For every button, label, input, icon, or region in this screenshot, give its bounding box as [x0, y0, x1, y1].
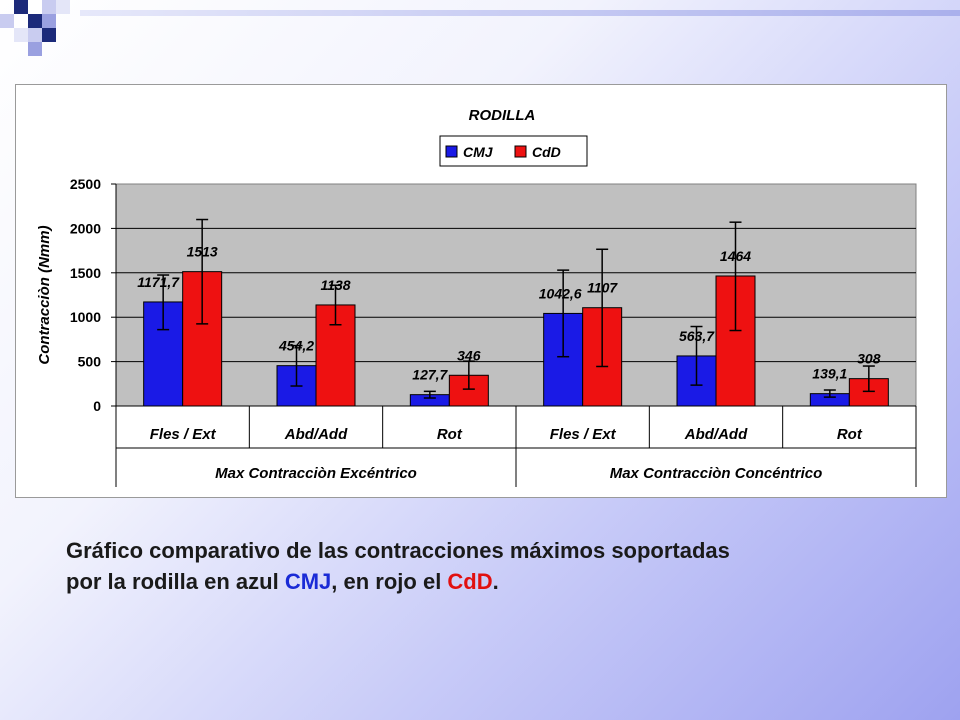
value-label-cmj-4: 563,7 [679, 328, 715, 344]
value-label-cdd-4: 1464 [720, 248, 751, 264]
legend-swatch-cmj [445, 145, 458, 158]
value-label-cdd-3: 1107 [587, 280, 618, 296]
legend-label-cmj: CMJ [463, 144, 494, 160]
caption-middle: , en rojo el [331, 569, 448, 594]
legend-swatch-cdd [514, 145, 527, 158]
y-tick-label: 2000 [70, 220, 101, 236]
caption-prefix: por la rodilla en azul [66, 569, 285, 594]
value-label-cmj-1: 454,2 [278, 338, 314, 354]
bar-chart: 0 500 1000 1500 2000 2500 1171,7 1513 454,2 1138… [36, 107, 917, 487]
x-tick-label-2: Rot [437, 426, 463, 443]
chart-frame: 0 500 1000 1500 2000 2500 1171,7 1513 454,2 1138… [15, 84, 947, 498]
value-label-cmj-2: 127,7 [412, 367, 448, 383]
y-tick-label: 1000 [70, 309, 101, 325]
caption: Gráfico comparativo de las contracciones… [66, 535, 926, 597]
x-tick-label-4: Abd/Add [684, 426, 748, 443]
y-axis: 0 500 1000 1500 2000 2500 [70, 176, 117, 414]
value-label-cdd-1: 1138 [320, 277, 350, 293]
value-labels: 1171,7 1513 454,2 1138 127,7 346 1042,6 1107 563… [137, 244, 880, 383]
x-tick-label-3: Fles / Ext [550, 426, 617, 443]
y-axis-label: Contracciòn (Nmm) [36, 225, 53, 364]
caption-cmj: CMJ [284, 569, 332, 594]
plot-area [115, 183, 917, 407]
caption-line-1: Gráfico comparativo de las contracciones… [66, 538, 730, 563]
value-label-cmj-3: 1042,6 [539, 285, 582, 301]
group-label-excentric: Max Contracciòn Excéntrico [215, 465, 417, 482]
chart-title: RODILLA [469, 107, 536, 124]
bars [143, 271, 889, 407]
x-tick-label-0: Fles / Ext [150, 426, 217, 443]
y-tick-label: 500 [78, 354, 102, 370]
y-tick-label: 0 [93, 398, 101, 414]
x-tick-label-5: Rot [837, 426, 863, 443]
value-label-cdd-0: 1513 [187, 244, 218, 260]
caption-cdd: CdD [447, 569, 493, 594]
value-label-cdd-2: 346 [457, 347, 481, 363]
value-label-cmj-0: 1171,7 [137, 274, 180, 290]
y-tick-label: 2500 [70, 176, 101, 192]
caption-suffix: . [492, 569, 499, 594]
value-label-cmj-5: 139,1 [812, 366, 847, 382]
x-tick-label-1: Abd/Add [284, 426, 348, 443]
gridlines [116, 227, 916, 363]
y-tick-label: 1500 [70, 265, 101, 281]
caption-line-2: por la rodilla en azul CMJ, en rojo el C… [66, 566, 926, 597]
x-axis: Fles / Ext Abd/Add Rot Fles / Ext Abd/Add Rot [115, 405, 917, 487]
legend-label-cdd: CdD [532, 144, 561, 160]
group-label-concentric: Max Contracciòn Concéntrico [610, 465, 823, 482]
decorative-squares [0, 0, 80, 70]
legend: CMJ CdD [439, 135, 588, 167]
decorative-top-band [80, 10, 960, 16]
value-label-cdd-5: 308 [857, 351, 881, 367]
error-bars [157, 218, 875, 399]
